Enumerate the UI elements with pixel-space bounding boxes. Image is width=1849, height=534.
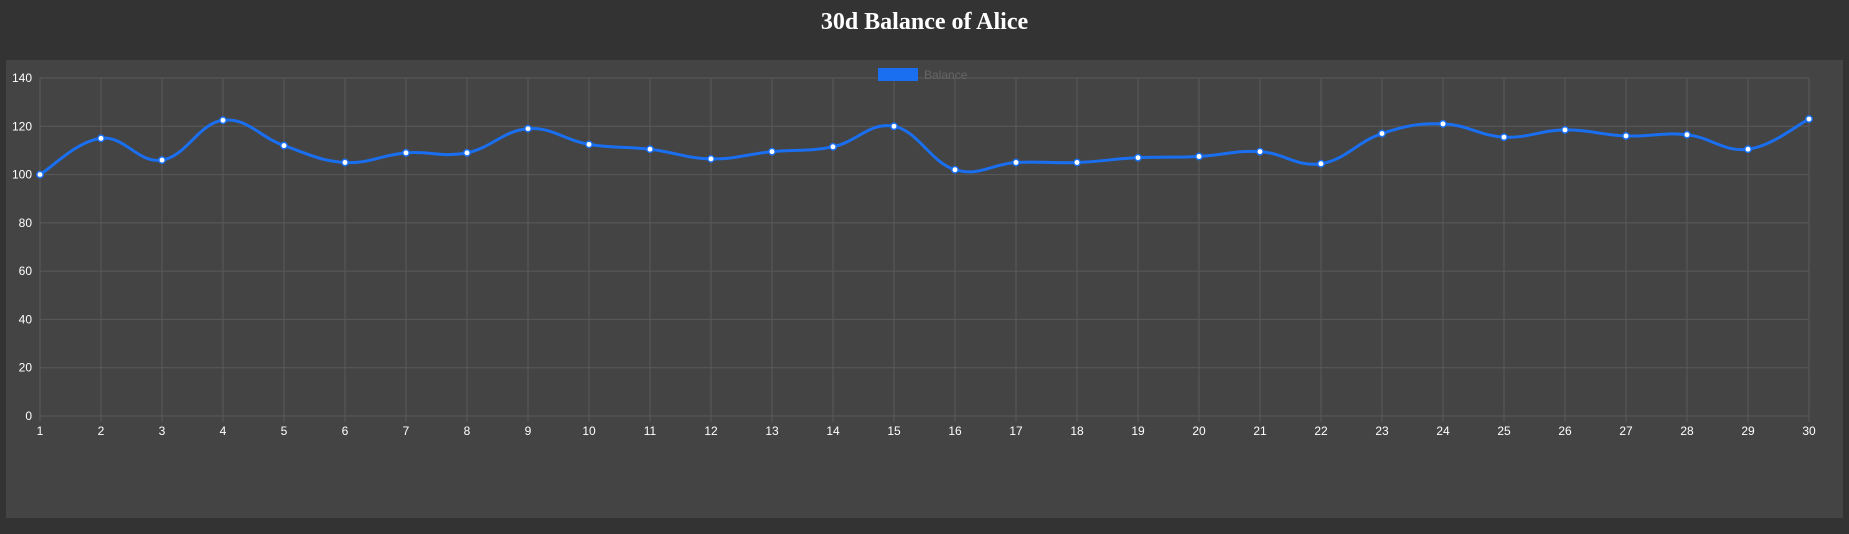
x-tick-label: 28 bbox=[1680, 424, 1694, 438]
x-tick-label: 26 bbox=[1558, 424, 1572, 438]
data-point bbox=[1317, 159, 1325, 168]
x-tick-label: 14 bbox=[826, 424, 840, 438]
data-point bbox=[951, 165, 959, 174]
data-point bbox=[1195, 152, 1203, 161]
data-point bbox=[1134, 153, 1142, 162]
x-tick-label: 24 bbox=[1436, 424, 1450, 438]
x-tick-label: 13 bbox=[765, 424, 779, 438]
x-tick-label: 4 bbox=[220, 424, 227, 438]
data-point bbox=[219, 116, 227, 125]
data-point bbox=[829, 142, 837, 151]
grid-lines bbox=[39, 77, 1810, 422]
data-point bbox=[768, 147, 776, 156]
x-tick-label: 10 bbox=[582, 424, 596, 438]
data-point bbox=[1744, 145, 1752, 154]
data-point bbox=[158, 156, 166, 165]
data-point bbox=[1683, 130, 1691, 139]
y-tick-label: 20 bbox=[19, 361, 33, 375]
x-tick-label: 22 bbox=[1314, 424, 1328, 438]
x-tick-label: 11 bbox=[644, 424, 657, 438]
legend-swatch-balance bbox=[878, 68, 918, 81]
x-tick-label: 16 bbox=[948, 424, 962, 438]
x-tick-label: 1 bbox=[37, 424, 44, 438]
y-tick-label: 100 bbox=[12, 168, 32, 182]
data-point bbox=[1378, 129, 1386, 138]
x-tick-label: 27 bbox=[1619, 424, 1633, 438]
data-point bbox=[1439, 119, 1447, 128]
data-point bbox=[524, 124, 532, 133]
y-tick-label: 140 bbox=[12, 71, 32, 85]
data-point bbox=[402, 148, 410, 157]
data-point bbox=[463, 148, 471, 157]
legend-label-balance: Balance bbox=[924, 68, 968, 82]
data-point bbox=[280, 141, 288, 150]
x-tick-label: 20 bbox=[1192, 424, 1206, 438]
legend[interactable]: Balance bbox=[878, 68, 968, 82]
x-tick-label: 9 bbox=[525, 424, 532, 438]
x-tick-label: 8 bbox=[464, 424, 471, 438]
y-tick-label: 40 bbox=[19, 312, 33, 326]
data-point bbox=[1561, 125, 1569, 134]
y-tick-label: 80 bbox=[19, 216, 33, 230]
data-points bbox=[36, 115, 1813, 179]
x-tick-label: 5 bbox=[281, 424, 288, 438]
chart-title: 30d Balance of Alice bbox=[820, 9, 1029, 35]
data-point bbox=[97, 134, 105, 143]
x-tick-label: 15 bbox=[887, 424, 901, 438]
x-tick-label: 30 bbox=[1802, 424, 1816, 438]
x-tick-label: 17 bbox=[1009, 424, 1023, 438]
y-tick-label: 60 bbox=[19, 264, 33, 278]
data-point bbox=[1256, 147, 1264, 156]
x-tick-label: 29 bbox=[1741, 424, 1755, 438]
data-point bbox=[646, 145, 654, 154]
data-point bbox=[1805, 115, 1813, 123]
x-tick-label: 23 bbox=[1375, 424, 1389, 438]
series-balance bbox=[39, 117, 1810, 176]
series-line-balance bbox=[39, 117, 1810, 176]
x-tick-label: 3 bbox=[159, 424, 166, 438]
data-point bbox=[1073, 158, 1081, 167]
x-tick-label: 19 bbox=[1131, 424, 1145, 438]
data-point bbox=[36, 170, 44, 179]
chart-panel: 0 20 40 60 80 100 120 140 1 2 3 4 5 6 7 8 9 10 11 12 13 14 15 1… bbox=[6, 60, 1843, 518]
y-tick-label: 120 bbox=[12, 119, 32, 133]
data-point bbox=[890, 122, 898, 131]
x-tick-label: 21 bbox=[1253, 424, 1267, 438]
x-tick-label: 25 bbox=[1497, 424, 1511, 438]
x-tick-label: 18 bbox=[1070, 424, 1084, 438]
data-point bbox=[341, 158, 349, 167]
data-point bbox=[1012, 158, 1020, 167]
data-point bbox=[585, 140, 593, 149]
y-tick-label: 0 bbox=[25, 409, 32, 423]
x-tick-label: 6 bbox=[342, 424, 349, 438]
x-tick-label: 12 bbox=[704, 424, 718, 438]
x-tick-label: 2 bbox=[98, 424, 105, 438]
data-point bbox=[1622, 131, 1630, 140]
data-point bbox=[707, 154, 715, 163]
x-tick-label: 7 bbox=[403, 424, 410, 438]
data-point bbox=[1500, 133, 1508, 142]
